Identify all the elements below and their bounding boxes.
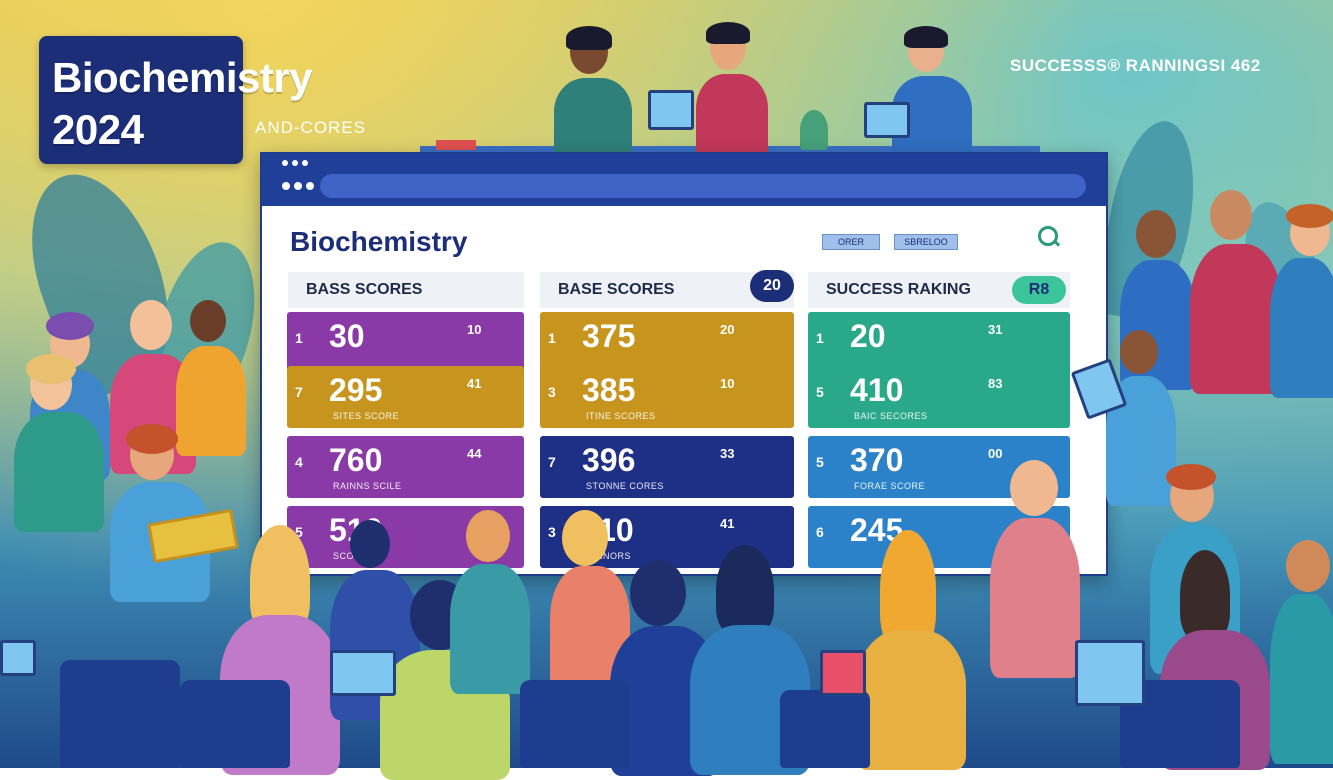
side-value: 83	[988, 376, 1003, 391]
rank-number: 6	[816, 524, 824, 540]
nav-dots[interactable]	[282, 182, 314, 190]
badge-line-1: Biochemistry	[52, 54, 313, 101]
score-card[interactable]: 7 295 41 SITES SCORE	[287, 366, 524, 428]
subtitle: AND-CORES	[255, 118, 367, 137]
laptop	[1075, 640, 1145, 706]
score-card[interactable]: 3 385 10 ITINE SCORES	[540, 366, 794, 428]
rank-number: 5	[816, 454, 824, 470]
plant-decoration	[800, 110, 828, 150]
rank-number: 5	[295, 524, 303, 540]
score-value: 396	[582, 442, 636, 478]
score-card[interactable]: 1 375 20	[540, 312, 794, 374]
title-badge-text: Biochemistry 2024	[52, 52, 313, 156]
chair	[180, 680, 290, 768]
score-value: 20	[850, 318, 886, 354]
laptop	[330, 650, 396, 696]
score-value: 760	[329, 442, 383, 478]
side-value: 20	[720, 322, 735, 337]
filter-pill-sort[interactable]: SBRELOO	[894, 234, 958, 250]
score-caption: RINNORS	[586, 551, 632, 561]
presenter-tablet	[648, 90, 694, 130]
chair	[60, 660, 180, 768]
rank-number: 1	[548, 330, 556, 346]
badge-line-2: 2024	[52, 106, 144, 153]
rank-number: 3	[548, 524, 556, 540]
score-value: 30	[329, 318, 365, 354]
rank-number: 7	[295, 384, 303, 400]
address-bar[interactable]	[320, 174, 1086, 198]
score-value: 295	[329, 372, 383, 408]
score-card[interactable]: 1 30 10	[287, 312, 524, 374]
rank-number: 7	[548, 454, 556, 470]
presenter-tablet	[864, 102, 910, 138]
side-value: 41	[720, 516, 735, 531]
side-value: 31	[988, 322, 1003, 337]
window-controls[interactable]	[282, 160, 308, 166]
laptop	[0, 640, 36, 676]
title-badge	[39, 36, 243, 164]
score-value: 370	[850, 442, 904, 478]
score-value: 375	[582, 318, 636, 354]
rank-number: 1	[816, 330, 824, 346]
score-caption: RAINNS SCILE	[333, 481, 402, 491]
score-card[interactable]: 1 20 31	[808, 312, 1070, 374]
rank-number: 1	[295, 330, 303, 346]
side-value: 10	[467, 322, 482, 337]
side-value: 41	[467, 376, 482, 391]
score-caption: SITES SCORE	[333, 411, 400, 421]
column-3-badge: R8	[1012, 276, 1066, 304]
score-card[interactable]: 4 760 44 RAINNS SCILE	[287, 436, 524, 498]
column-header-1: BASS SCORES	[288, 272, 524, 308]
score-value: 385	[582, 372, 636, 408]
side-value: 10	[720, 376, 735, 391]
chair	[780, 690, 870, 768]
score-caption: SCORE	[333, 551, 368, 561]
window-titlebar	[262, 154, 1106, 206]
rank-number: 3	[548, 384, 556, 400]
rank-number: 4	[295, 454, 303, 470]
side-value: 44	[467, 446, 482, 461]
filter-pill-order[interactable]: ORER	[822, 234, 880, 250]
side-value: 33	[720, 446, 735, 461]
window-title: Biochemistry	[290, 226, 468, 257]
score-card[interactable]: 5 410 83 BAIC SECORES	[808, 366, 1070, 428]
score-card[interactable]: 7 396 33 STONNE CORES	[540, 436, 794, 498]
score-caption: FORAE SCORE	[854, 481, 926, 491]
laptop	[820, 650, 866, 696]
score-value: 410	[850, 372, 904, 408]
side-value: 00	[988, 446, 1003, 461]
search-icon[interactable]	[1038, 226, 1058, 246]
score-caption: STONNE CORES	[586, 481, 664, 491]
score-caption: ITINE SCORES	[586, 411, 656, 421]
score-caption: BAIC SECORES	[854, 411, 928, 421]
chair	[520, 680, 630, 768]
rank-number: 5	[816, 384, 824, 400]
pot-decoration	[436, 140, 476, 150]
column-2-badge: 20	[750, 270, 794, 302]
top-right-caption: SUCCESSS® RANNINGSI 462	[1010, 56, 1261, 75]
